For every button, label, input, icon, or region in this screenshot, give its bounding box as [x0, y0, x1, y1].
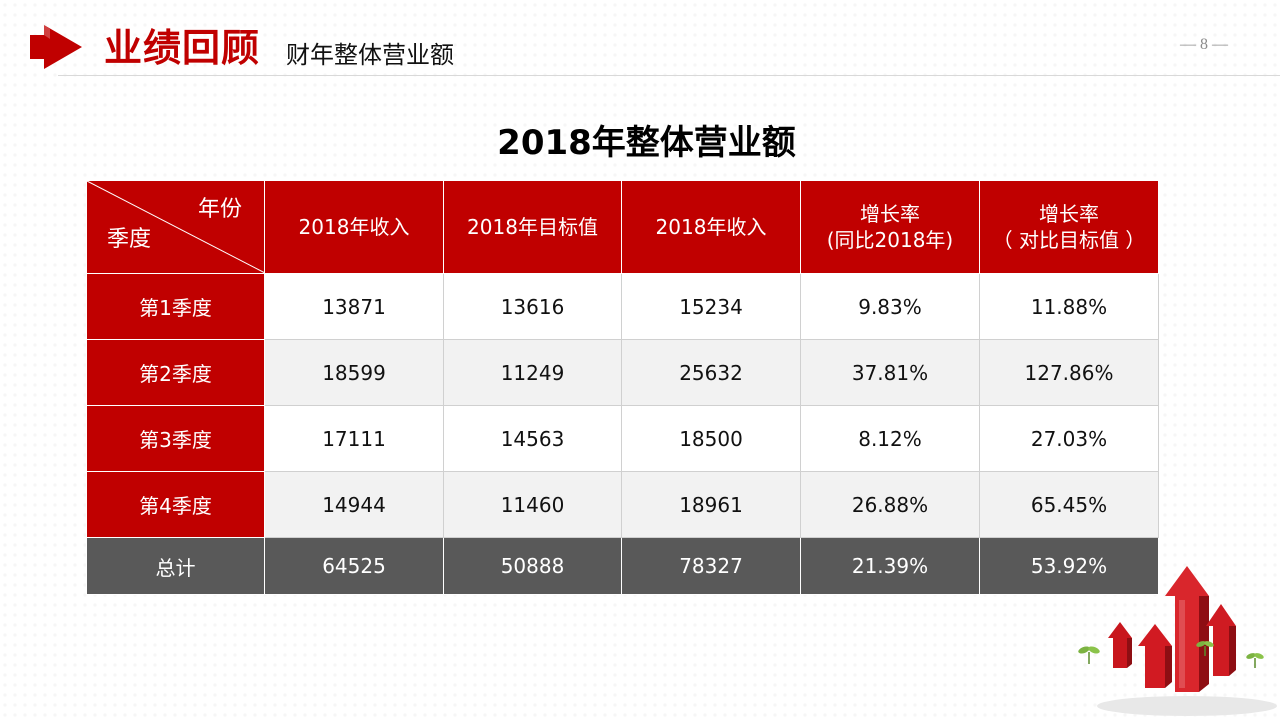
column-header: 2018年目标值 [443, 180, 622, 274]
header-arrow-icon [30, 25, 82, 69]
total-cell: 53.92% [979, 537, 1159, 595]
total-row: 总计 64525 50888 78327 21.39% 53.92% [86, 537, 1159, 595]
column-header-text: 2018年收入 [655, 215, 767, 239]
table-cell: 11249 [443, 339, 622, 406]
section-title: 业绩回顾 [104, 26, 261, 70]
corner-year-label: 年份 [197, 197, 242, 222]
column-header: 2018年收入 [621, 180, 801, 274]
table-cell: 11460 [443, 471, 622, 538]
row-header: 第4季度 [86, 471, 265, 538]
page-number: — 8 — [1180, 36, 1228, 53]
total-cell: 21.39% [800, 537, 980, 595]
table-cell: 13616 [443, 273, 622, 340]
row-header: 第2季度 [86, 339, 265, 406]
table-cell: 37.81% [800, 339, 980, 406]
sprout-icon [1078, 641, 1264, 668]
column-header-text: 2018年收入 [298, 215, 410, 239]
column-header: 增长率 （ 对比目标值 ） [979, 180, 1159, 274]
table-cell: 14944 [264, 471, 444, 538]
table-header-row: 年份 季度 2018年收入 2018年目标值 2018年收入 增长率 (同比20… [86, 180, 1159, 274]
total-cell: 78327 [621, 537, 801, 595]
table-cell: 65.45% [979, 471, 1159, 538]
table-cell: 15234 [621, 273, 801, 340]
corner-header-cell: 年份 季度 [86, 180, 265, 274]
column-header: 增长率 (同比2018年) [800, 180, 980, 274]
revenue-table: 年份 季度 2018年收入 2018年目标值 2018年收入 增长率 (同比20… [86, 180, 1159, 595]
table-row: 第1季度 13871 13616 15234 9.83% 11.88% [86, 273, 1159, 340]
table-cell: 14563 [443, 405, 622, 472]
column-header-text: 增长率 (同比2018年) [826, 202, 954, 252]
table-cell: 8.12% [800, 405, 980, 472]
corner-quarter-label: 季度 [107, 227, 152, 252]
column-header-text: 2018年目标值 [467, 215, 598, 239]
section-subtitle: 财年整体营业额 [286, 41, 454, 69]
table-cell: 127.86% [979, 339, 1159, 406]
table-cell: 13871 [264, 273, 444, 340]
diagonal-line [87, 181, 265, 273]
total-cell: 64525 [264, 537, 444, 595]
table-cell: 18599 [264, 339, 444, 406]
table-cell: 26.88% [800, 471, 980, 538]
table-row: 第3季度 17111 14563 18500 8.12% 27.03% [86, 405, 1159, 472]
table-title: 2018年整体营业额 [497, 123, 796, 163]
table-cell: 18500 [621, 405, 801, 472]
table-row: 第4季度 14944 11460 18961 26.88% 65.45% [86, 471, 1159, 538]
column-header-text: 增长率 （ 对比目标值 ） [992, 202, 1146, 252]
row-header: 第3季度 [86, 405, 265, 472]
table-row: 第2季度 18599 11249 25632 37.81% 127.86% [86, 339, 1159, 406]
total-cell: 50888 [443, 537, 622, 595]
table-cell: 27.03% [979, 405, 1159, 472]
table-cell: 25632 [621, 339, 801, 406]
growth-arrows-illustration [1078, 566, 1277, 716]
header-divider [58, 75, 1280, 76]
row-header: 第1季度 [86, 273, 265, 340]
table-cell: 11.88% [979, 273, 1159, 340]
table-cell: 9.83% [800, 273, 980, 340]
table-cell: 17111 [264, 405, 444, 472]
column-header: 2018年收入 [264, 180, 444, 274]
table-cell: 18961 [621, 471, 801, 538]
total-label: 总计 [86, 537, 265, 595]
